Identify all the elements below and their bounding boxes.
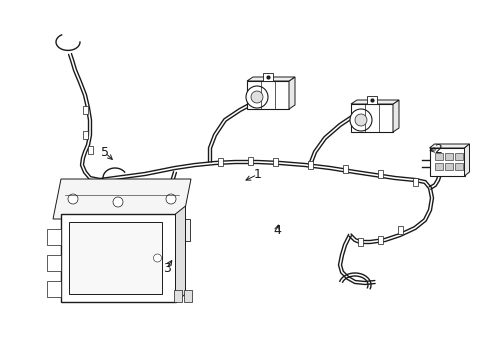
Circle shape bbox=[113, 197, 123, 207]
Bar bbox=[247, 157, 252, 165]
Bar bbox=[69, 222, 162, 294]
Text: 1: 1 bbox=[253, 168, 261, 181]
Bar bbox=[377, 236, 383, 244]
Polygon shape bbox=[289, 77, 295, 109]
Circle shape bbox=[246, 86, 268, 108]
Text: 4: 4 bbox=[273, 224, 281, 237]
Polygon shape bbox=[53, 179, 191, 219]
FancyBboxPatch shape bbox=[351, 104, 393, 132]
Bar bbox=[47, 229, 60, 245]
Circle shape bbox=[68, 194, 78, 204]
Circle shape bbox=[355, 114, 367, 126]
Text: 5: 5 bbox=[101, 147, 109, 159]
Circle shape bbox=[166, 194, 176, 204]
Bar bbox=[455, 163, 463, 170]
Bar bbox=[343, 165, 347, 173]
Bar bbox=[173, 290, 181, 302]
Polygon shape bbox=[351, 100, 399, 104]
Bar bbox=[183, 290, 192, 302]
Bar bbox=[377, 170, 383, 178]
Bar bbox=[444, 163, 452, 170]
Bar bbox=[82, 106, 88, 114]
Bar bbox=[455, 153, 463, 160]
Text: 2: 2 bbox=[435, 143, 442, 156]
Polygon shape bbox=[247, 77, 295, 81]
FancyBboxPatch shape bbox=[430, 148, 465, 176]
Polygon shape bbox=[465, 144, 469, 176]
Circle shape bbox=[153, 254, 162, 262]
Circle shape bbox=[251, 91, 263, 103]
Bar bbox=[60, 214, 175, 302]
Bar bbox=[435, 163, 442, 170]
Polygon shape bbox=[175, 206, 186, 302]
Bar bbox=[88, 146, 93, 154]
Polygon shape bbox=[393, 100, 399, 132]
Bar bbox=[263, 73, 273, 81]
Bar bbox=[413, 178, 417, 186]
Polygon shape bbox=[430, 144, 469, 148]
Text: 3: 3 bbox=[163, 262, 171, 275]
Bar bbox=[397, 226, 402, 234]
Circle shape bbox=[350, 109, 372, 131]
Bar bbox=[308, 161, 313, 169]
Bar bbox=[435, 153, 442, 160]
Bar bbox=[47, 255, 60, 271]
Bar bbox=[82, 131, 88, 139]
Bar bbox=[367, 96, 377, 104]
Circle shape bbox=[177, 226, 186, 234]
Bar bbox=[47, 281, 60, 297]
Bar bbox=[444, 153, 452, 160]
FancyBboxPatch shape bbox=[247, 81, 289, 109]
Bar bbox=[218, 158, 222, 166]
Bar bbox=[358, 238, 363, 246]
Bar bbox=[173, 219, 190, 241]
Bar bbox=[272, 158, 277, 166]
